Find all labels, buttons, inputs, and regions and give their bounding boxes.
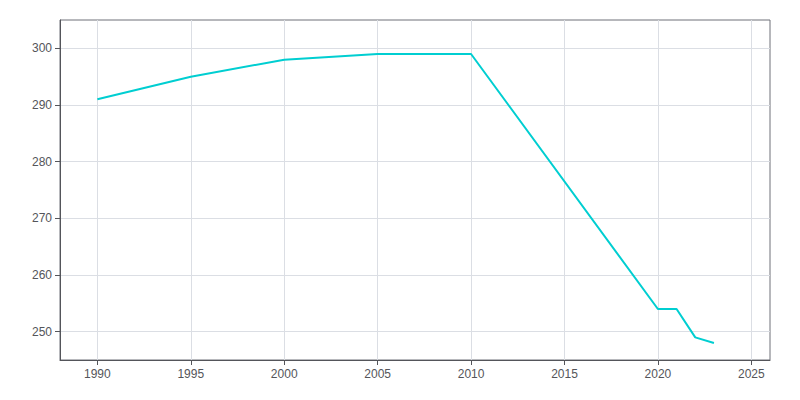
svg-text:2000: 2000 [271,367,298,381]
svg-text:270: 270 [32,211,52,225]
svg-text:2010: 2010 [458,367,485,381]
svg-text:280: 280 [32,155,52,169]
svg-text:2015: 2015 [551,367,578,381]
svg-text:260: 260 [32,268,52,282]
svg-text:2020: 2020 [645,367,672,381]
svg-text:290: 290 [32,98,52,112]
svg-text:2005: 2005 [364,367,391,381]
svg-text:300: 300 [32,41,52,55]
svg-text:2025: 2025 [738,367,765,381]
svg-text:1995: 1995 [177,367,204,381]
svg-text:1990: 1990 [84,367,111,381]
svg-text:250: 250 [32,325,52,339]
